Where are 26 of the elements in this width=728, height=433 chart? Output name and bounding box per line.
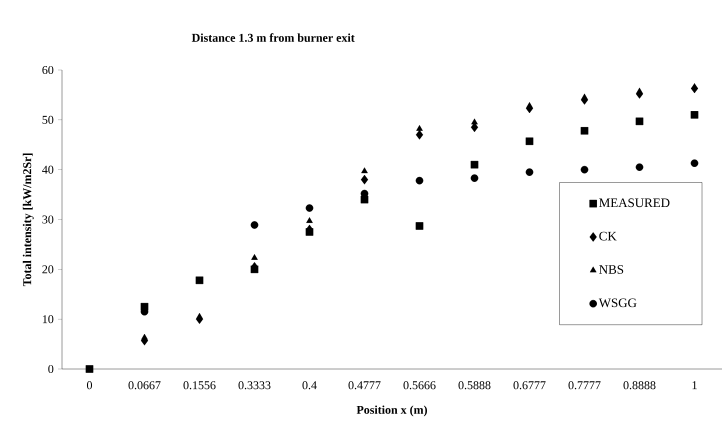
x-tick-label: 0.1556 bbox=[184, 381, 216, 390]
y-axis-title: Total intensity [kW/m2Sr] bbox=[22, 154, 34, 286]
legend-label: CK bbox=[599, 232, 617, 240]
y-tick-label: 0 bbox=[48, 364, 54, 374]
legend-label: MEASURED bbox=[599, 198, 670, 208]
x-tick-label: 1 bbox=[692, 381, 697, 390]
y-tick-label: 20 bbox=[42, 265, 54, 274]
x-axis-title: Position x (m) bbox=[356, 405, 428, 416]
x-tick-label: 0 bbox=[86, 381, 92, 390]
y-tick-label: 50 bbox=[42, 116, 54, 124]
legend-label: NBS bbox=[599, 265, 624, 274]
x-tick-label: 0.8888 bbox=[624, 381, 656, 390]
x-tick-label: 0.5888 bbox=[458, 381, 490, 390]
x-tick-label: 0.7777 bbox=[568, 381, 601, 390]
y-tick-label: 30 bbox=[42, 215, 54, 224]
chart-title: Distance 1.3 m from burner exit bbox=[192, 33, 355, 42]
x-tick-label: 0.5666 bbox=[404, 381, 436, 390]
y-tick-label: 60 bbox=[42, 66, 54, 74]
legend-label: WSGG bbox=[598, 298, 637, 308]
x-tick-label: 0.6777 bbox=[514, 381, 546, 390]
x-tick-label: 0.4 bbox=[302, 381, 317, 390]
y-tick-label: 10 bbox=[42, 315, 54, 324]
y-tick-label: 40 bbox=[42, 166, 54, 174]
x-tick-label: 0.0667 bbox=[128, 381, 161, 390]
x-tick-label: 0.4777 bbox=[348, 381, 381, 390]
x-tick-label: 0.3333 bbox=[238, 381, 270, 390]
